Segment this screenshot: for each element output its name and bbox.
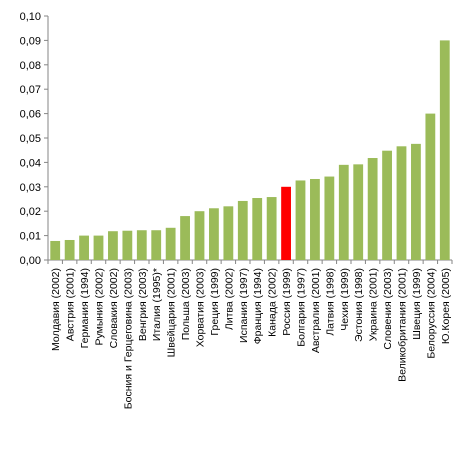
- bar: [310, 178, 320, 260]
- x-tick-label: Италия (1995)*: [151, 268, 163, 341]
- bar: [281, 186, 291, 260]
- bar: [165, 227, 176, 260]
- x-tick-label: Молдавия (2002): [50, 268, 62, 351]
- y-tick-label: 0,03: [20, 182, 41, 194]
- y-tick-label: 0,05: [20, 133, 41, 145]
- x-tick-label: Босния и Герцеговина (2003): [122, 268, 134, 409]
- y-tick-label: 0,04: [20, 157, 41, 169]
- bar: [64, 239, 75, 260]
- bar: [209, 208, 219, 260]
- bar: [223, 206, 234, 260]
- y-tick-label: 0,01: [20, 231, 41, 243]
- x-tick-label: Румыния (2002): [94, 268, 106, 346]
- bar: [237, 200, 248, 260]
- bar: [411, 143, 421, 260]
- x-tick-label: Канада (2002): [267, 268, 279, 337]
- bar: [266, 197, 277, 260]
- bar: [353, 164, 364, 260]
- y-tick-label: 0,08: [20, 60, 41, 72]
- bar: [50, 240, 61, 260]
- bar: [338, 164, 349, 260]
- bar: [108, 231, 118, 260]
- x-tick-label: Ю.Корея (2005): [440, 268, 452, 344]
- x-tick-label: Австрия (2001): [65, 268, 77, 341]
- x-tick-label: Словения (2003): [382, 268, 394, 350]
- y-tick-label: 0,00: [20, 255, 41, 267]
- bar: [425, 113, 436, 260]
- x-tick-label: Белоруссия (2004): [425, 268, 437, 359]
- y-tick-label: 0,02: [20, 206, 41, 218]
- bar: [122, 230, 133, 260]
- bar: [396, 146, 407, 260]
- y-tick-label: 0,07: [20, 84, 41, 96]
- x-tick-label: Литва (2002): [223, 268, 235, 330]
- bar: [252, 198, 263, 260]
- bar: [324, 176, 335, 260]
- x-tick-label: Великобритания (2001): [397, 268, 409, 382]
- x-tick-label: Швейцария (2001): [166, 268, 178, 357]
- x-tick-label: Украина (2001): [368, 268, 380, 341]
- x-tick-label: Германия (1994): [79, 268, 91, 348]
- bar: [439, 40, 450, 261]
- x-tick-label: Чехия (1999): [339, 268, 351, 331]
- x-tick-label: Венгрия (2003): [137, 268, 149, 341]
- x-tick-label: Франция (1994): [252, 268, 264, 344]
- x-tick-label: Болгария (1997): [296, 268, 308, 347]
- x-tick-label: Австралия (2001): [310, 268, 322, 353]
- bar: [79, 235, 89, 260]
- x-tick-label: Хорватия (2003): [195, 268, 207, 347]
- x-tick-label: Испания (1997): [238, 268, 250, 343]
- x-tick-label: Эстония (1998): [353, 268, 365, 342]
- bar: [367, 158, 378, 260]
- x-tick-label: Латвия (1998): [324, 268, 336, 336]
- x-tick-label: Россия (1999): [281, 268, 293, 336]
- bar: [180, 216, 190, 260]
- bar: [136, 230, 147, 260]
- y-tick-label: 0,09: [20, 35, 41, 47]
- y-tick-label: 0,10: [20, 11, 41, 23]
- x-tick-label: Греция (1999): [209, 268, 221, 336]
- bar: [93, 235, 104, 260]
- x-tick-label: Польша (2003): [180, 268, 192, 340]
- bar: [295, 180, 306, 260]
- bar: [151, 230, 162, 260]
- x-tick-label: Словакия (2002): [108, 268, 120, 348]
- bar: [194, 211, 205, 260]
- bar: [382, 150, 392, 260]
- y-tick-label: 0,06: [20, 109, 41, 121]
- x-tick-label: Швеция (1999): [411, 268, 423, 340]
